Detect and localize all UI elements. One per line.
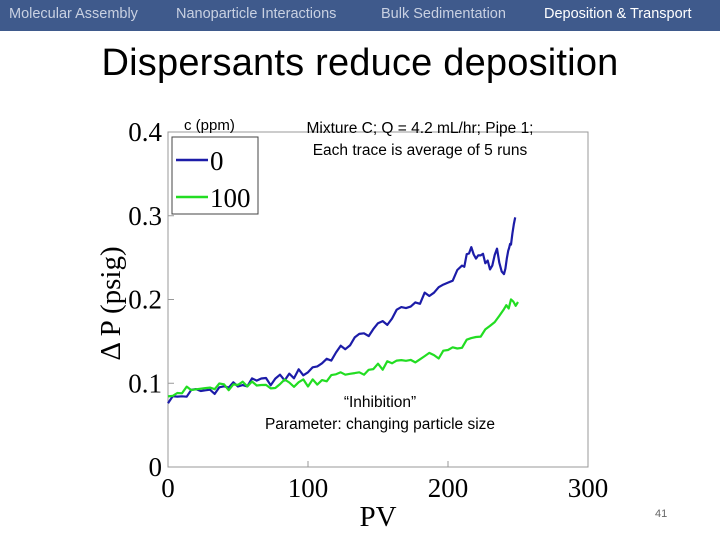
series-line-100 [167, 298, 519, 398]
annotation-line-1: Mixture C; Q = 4.2 mL/hr; Pipe 1; [306, 120, 534, 137]
y-tick-label: 0.2 [128, 285, 162, 315]
page-number: 41 [655, 508, 668, 520]
y-tick-label: 0.1 [128, 368, 162, 398]
y-tick-label: 0.3 [128, 201, 162, 231]
x-tick-label: 200 [428, 473, 469, 503]
legend-label-100: 100 [210, 183, 251, 213]
parameter-label: Parameter: changing particle size [264, 416, 496, 433]
y-tick-label: 0.4 [128, 117, 162, 147]
annotation-inhibition: “Inhibition” Parameter: changing particl… [230, 392, 530, 436]
x-axis-label: PV [359, 501, 396, 533]
x-tick-label: 0 [161, 473, 175, 503]
nav-tab-bulk-sedimentation[interactable]: Bulk Sedimentation [381, 6, 506, 22]
top-navigation-bar: Molecular Assembly Nanoparticle Interact… [0, 0, 720, 31]
series-line-0 [167, 217, 517, 404]
nav-tab-deposition-transport[interactable]: Deposition & Transport [544, 6, 692, 22]
nav-tab-molecular-assembly[interactable]: Molecular Assembly [9, 6, 138, 22]
legend-label-0: 0 [210, 146, 224, 176]
y-tick-label: 0 [149, 452, 163, 482]
x-tick-label: 300 [568, 473, 609, 503]
x-tick-label: 100 [288, 473, 329, 503]
slide-title: Dispersants reduce deposition [101, 42, 619, 84]
nav-tab-nanoparticle-interactions[interactable]: Nanoparticle Interactions [176, 6, 337, 22]
annotation-line-2: Each trace is average of 5 runs [312, 142, 528, 159]
legend-box [171, 136, 259, 215]
annotation-conditions: Mixture C; Q = 4.2 mL/hr; Pipe 1; Each t… [270, 118, 570, 162]
inhibition-label: “Inhibition” [343, 394, 417, 411]
legend-title: c (ppm) [184, 117, 235, 134]
y-axis-label: Δ P (psig) [95, 246, 127, 360]
